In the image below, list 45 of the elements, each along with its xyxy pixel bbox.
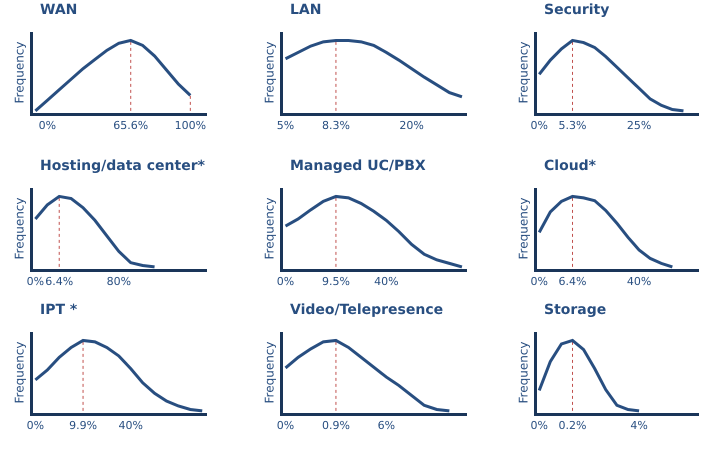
- chart-title: IPT *: [40, 302, 78, 318]
- y-axis-title: Frequency: [516, 198, 530, 260]
- x-tick-label: 9.9%: [69, 419, 98, 432]
- x-tick-label: 0%: [38, 119, 56, 132]
- x-tick-label: 8.3%: [322, 119, 350, 132]
- x-tick-label: 0%: [276, 275, 294, 288]
- chart-title: Storage: [544, 302, 606, 318]
- x-tick-label: 40%: [118, 419, 143, 432]
- x-tick-label: 5.3%: [558, 119, 586, 132]
- y-axis-title: Frequency: [262, 42, 276, 104]
- x-tick-label: 4%: [630, 419, 648, 432]
- x-tick-label: 80%: [106, 275, 132, 288]
- x-tick-label: 9.5%: [322, 275, 350, 288]
- x-tick-label: 0.9%: [322, 419, 350, 432]
- x-tick-label: 40%: [374, 275, 399, 288]
- x-tick-label: 0.2%: [558, 419, 586, 432]
- x-tick-label: 0%: [530, 275, 548, 288]
- x-tick-label: 0%: [530, 419, 548, 432]
- chart-title: WAN: [40, 2, 78, 18]
- x-tick-label: 6%: [378, 419, 396, 432]
- y-axis-title: Frequency: [516, 342, 530, 404]
- chart-title: Hosting/data center*: [40, 158, 206, 174]
- x-tick-label: 6.4%: [558, 275, 586, 288]
- chart-title: Cloud*: [544, 158, 597, 174]
- chart-title: Video/Telepresence: [290, 302, 444, 318]
- chart-title: Security: [544, 2, 610, 18]
- x-tick-label: 0%: [530, 119, 548, 132]
- x-tick-label: 5%: [276, 119, 294, 132]
- x-tick-label: 0%: [26, 419, 44, 432]
- x-tick-label: 65.6%: [113, 119, 148, 132]
- x-tick-label: 40%: [626, 275, 652, 288]
- x-tick-label: 100%: [174, 119, 206, 132]
- y-axis-title: Frequency: [12, 42, 26, 104]
- x-tick-label: 25%: [626, 119, 652, 132]
- x-tick-label: 0%: [26, 275, 44, 288]
- chart-title: LAN: [290, 2, 322, 18]
- x-tick-label: 0%: [276, 419, 294, 432]
- y-axis-title: Frequency: [12, 342, 26, 404]
- y-axis-title: Frequency: [12, 198, 26, 260]
- x-tick-label: 6.4%: [45, 275, 74, 288]
- y-axis-title: Frequency: [262, 342, 276, 404]
- y-axis-title: Frequency: [516, 42, 530, 104]
- y-axis-title: Frequency: [262, 198, 276, 260]
- x-tick-label: 20%: [399, 119, 424, 132]
- chart-title: Managed UC/PBX: [290, 158, 426, 174]
